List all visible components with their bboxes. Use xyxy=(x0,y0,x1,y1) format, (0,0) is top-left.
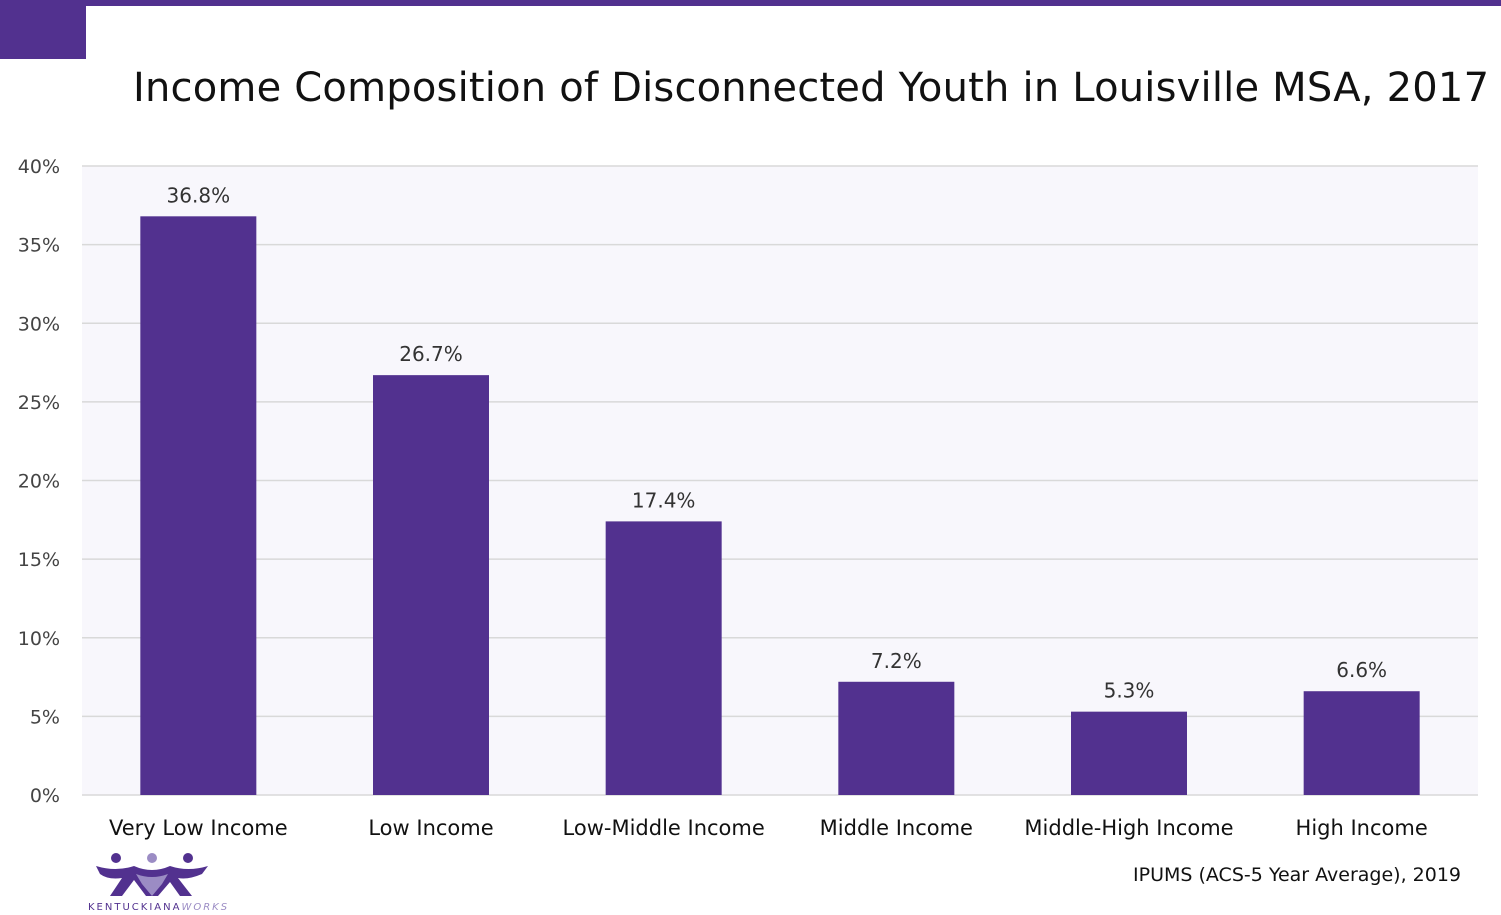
data-label: 26.7% xyxy=(399,342,463,366)
y-tick-label: 35% xyxy=(18,235,60,257)
data-label: 7.2% xyxy=(871,649,922,673)
data-label: 36.8% xyxy=(167,183,231,207)
bar xyxy=(1303,691,1420,795)
x-tick-label: Very Low Income xyxy=(109,816,288,840)
y-tick-label: 10% xyxy=(18,628,60,650)
x-tick-label: Low-Middle Income xyxy=(563,816,765,840)
y-tick-label: 25% xyxy=(18,392,60,414)
data-label: 6.6% xyxy=(1336,658,1387,682)
bar xyxy=(140,216,257,795)
x-tick-label: Middle-High Income xyxy=(1024,816,1233,840)
logo-wordmark: KENTUCKIANAWORKS xyxy=(88,902,228,913)
y-tick-label: 40% xyxy=(18,156,60,178)
kentuckianaworks-logo: KENTUCKIANAWORKS xyxy=(88,852,228,914)
bar xyxy=(373,375,489,795)
logo-text-main: KENTUCKIANA xyxy=(88,902,182,913)
bar xyxy=(605,521,722,795)
bar-chart: 0% 5% 10% 15% 20% 25% 30% 35% 40% 36.8% Very Low I… xyxy=(18,156,1478,840)
x-tick-label: Middle Income xyxy=(820,816,973,840)
y-tick-label: 5% xyxy=(30,706,60,728)
bar xyxy=(838,681,955,795)
y-tick-label: 30% xyxy=(18,313,60,335)
data-label: 17.4% xyxy=(632,488,696,512)
y-tick-label: 15% xyxy=(18,549,60,571)
data-label: 5.3% xyxy=(1104,679,1155,703)
y-tick-label: 20% xyxy=(18,471,60,493)
x-tick-label: Low Income xyxy=(368,816,493,840)
logo-figures-icon xyxy=(96,853,208,896)
chart-title: Income Composition of Disconnected Youth… xyxy=(133,65,1490,111)
y-tick-label: 0% xyxy=(30,785,60,807)
bar xyxy=(1071,711,1187,795)
corner-accent-block xyxy=(0,0,86,59)
x-tick-label: High Income xyxy=(1296,816,1428,840)
logo-text-accent: WORKS xyxy=(181,902,230,913)
source-note: IPUMS (ACS-5 Year Average), 2019 xyxy=(1133,864,1461,886)
top-accent-bar xyxy=(0,0,1501,6)
